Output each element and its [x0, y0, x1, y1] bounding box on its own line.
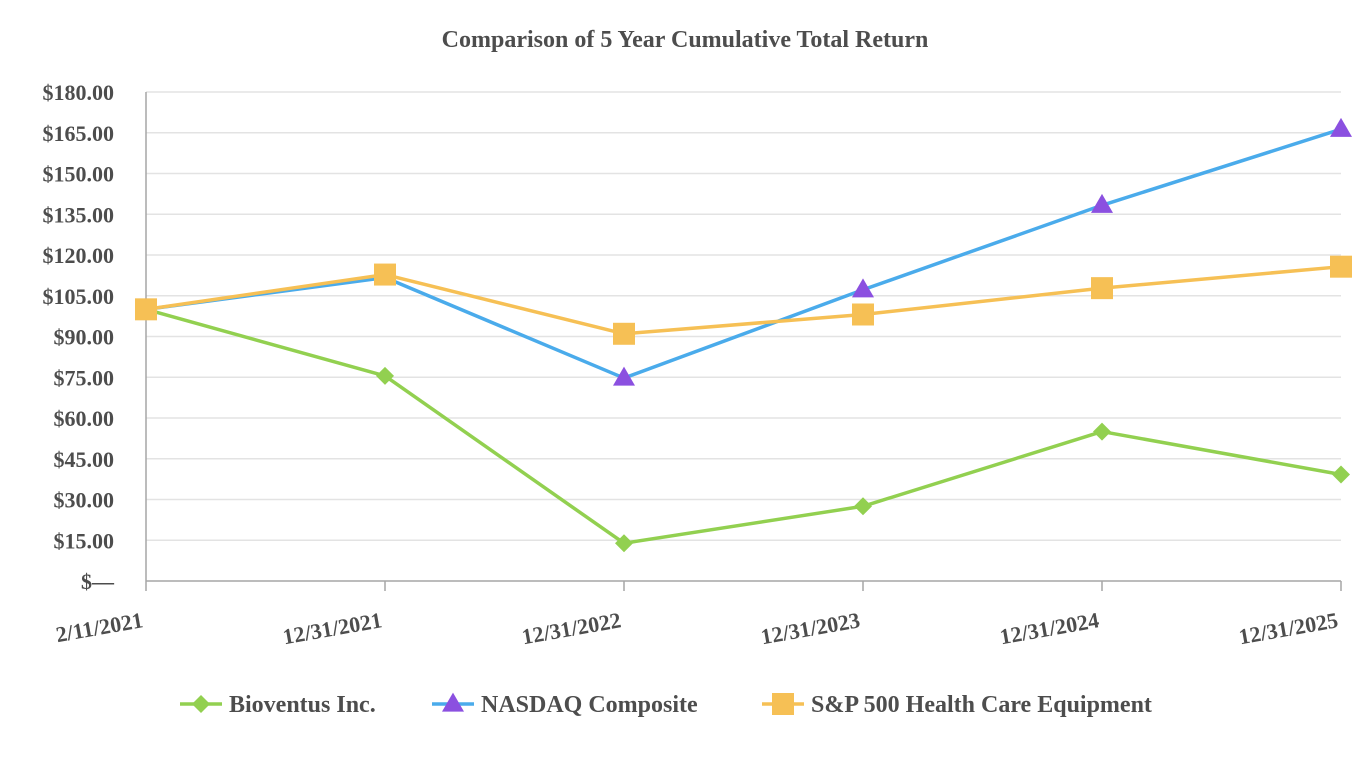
x-tick-label: 12/31/2024 — [998, 607, 1101, 649]
y-tick-label: $75.00 — [54, 365, 115, 390]
data-point-series-3 — [1330, 255, 1352, 278]
chart-title: Comparison of 5 Year Cumulative Total Re… — [442, 27, 929, 53]
y-tick-label: $120.00 — [43, 243, 115, 268]
x-tick-label: 2/11/2021 — [54, 607, 145, 647]
y-tick-label: $45.00 — [54, 447, 115, 472]
y-tick-label: $150.00 — [43, 162, 115, 187]
data-point-series-1 — [615, 534, 633, 553]
data-point-series-2 — [613, 366, 635, 386]
data-point-series-3 — [613, 322, 635, 345]
y-tick-label: $135.00 — [43, 202, 115, 227]
y-tick-label: $30.00 — [54, 488, 115, 513]
y-tick-label: $180.00 — [43, 80, 115, 105]
legend-marker — [192, 695, 210, 713]
grid-lines — [146, 91, 1341, 541]
series-line-1 — [145, 307, 1342, 545]
y-tick-label: $90.00 — [54, 325, 115, 350]
y-tick-label: $15.00 — [54, 528, 115, 553]
y-tick-label: $— — [81, 569, 115, 594]
data-point-series-3 — [135, 298, 157, 321]
series-line-2 — [145, 127, 1342, 380]
series-lines — [145, 127, 1342, 545]
legend-marker — [442, 692, 464, 712]
series-line-3 — [145, 264, 1342, 336]
legend-label: S&P 500 Health Care Equipment — [811, 692, 1152, 718]
x-tick-label: 12/31/2023 — [759, 607, 862, 649]
data-point-series-2 — [1091, 193, 1113, 213]
legend: Bioventus Inc. NASDAQ Composite S&P 500 He… — [180, 692, 1152, 718]
y-tick-label: $165.00 — [43, 121, 115, 146]
legend-item: S&P 500 Health Care Equipment — [762, 692, 1152, 718]
x-tick-label: 12/31/2022 — [520, 607, 623, 649]
y-tick-label: $105.00 — [43, 284, 115, 309]
x-axis-tick-labels: 2/11/2021 12/31/2021 12/31/2022 12/31/2023 1… — [54, 607, 1340, 649]
data-point-series-2 — [852, 278, 874, 298]
data-point-series-1 — [1332, 465, 1350, 484]
legend-label: Bioventus Inc. — [229, 692, 376, 718]
data-point-series-3 — [374, 263, 396, 286]
legend-item: Bioventus Inc. — [180, 692, 376, 718]
legend-marker — [772, 693, 794, 715]
series-markers — [135, 117, 1352, 553]
x-tick-label: 12/31/2025 — [1237, 607, 1340, 649]
y-axis-tick-labels: $— $15.00 $30.00 $45.00 $60.00 $75.00 $90.00 $1… — [43, 80, 116, 594]
data-point-series-1 — [854, 497, 872, 516]
data-point-series-1 — [376, 366, 394, 385]
x-tick-label: 12/31/2021 — [281, 607, 384, 649]
y-tick-label: $60.00 — [54, 406, 115, 431]
data-point-series-3 — [852, 303, 874, 326]
legend-item: NASDAQ Composite — [432, 692, 698, 718]
data-point-series-3 — [1091, 277, 1113, 300]
data-point-series-2 — [1330, 117, 1352, 137]
data-point-series-1 — [1093, 422, 1111, 441]
axes — [145, 92, 1342, 591]
legend-label: NASDAQ Composite — [481, 692, 698, 718]
